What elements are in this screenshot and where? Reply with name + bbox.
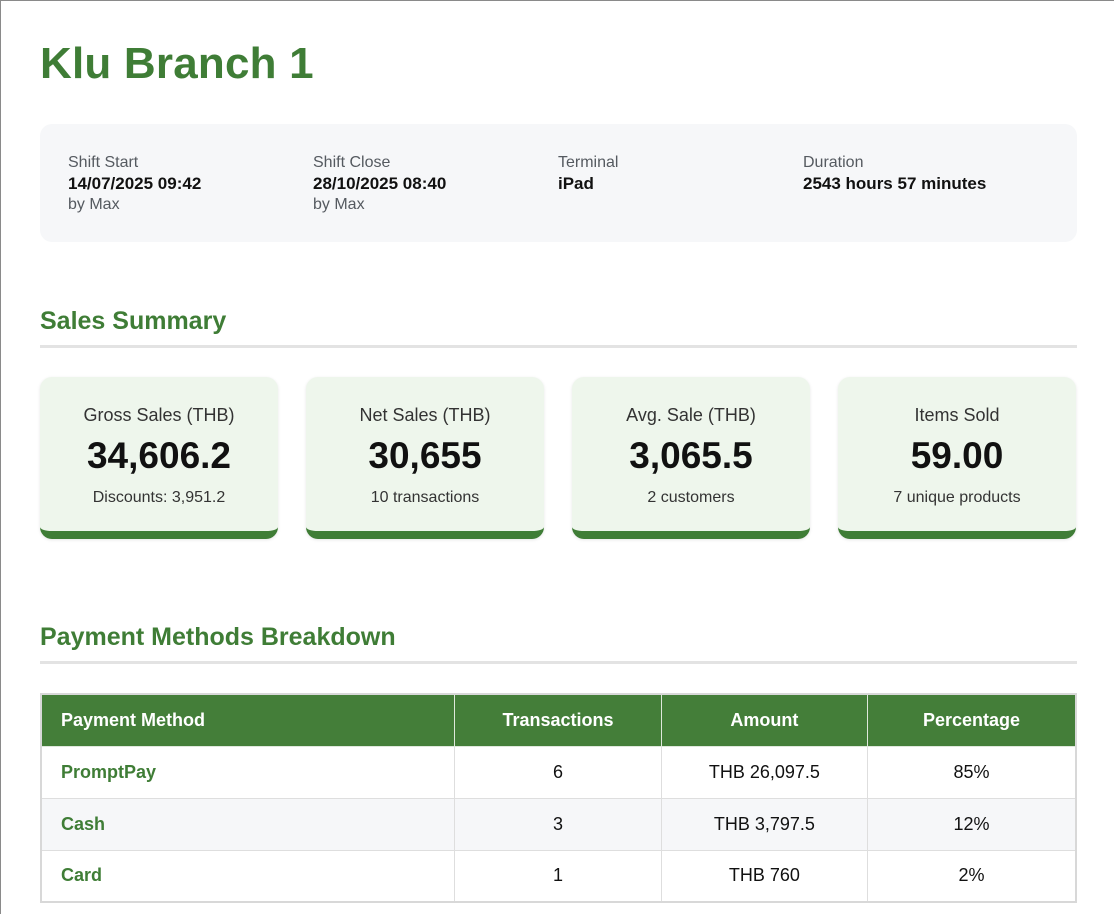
column-header-payment-method: Payment Method bbox=[40, 693, 456, 747]
sales-summary-heading: Sales Summary bbox=[40, 307, 227, 335]
branch-title: Klu Branch 1 bbox=[40, 39, 314, 88]
table-row: PromptPay 6 THB 26,097.5 85% bbox=[40, 745, 1077, 799]
stat-label: Gross Sales (THB) bbox=[83, 405, 235, 425]
stat-card-items-sold: Items Sold 59.00 7 unique products bbox=[838, 377, 1076, 539]
column-header-percentage: Percentage bbox=[867, 693, 1077, 747]
stat-value: 59.00 bbox=[910, 435, 1004, 476]
table-header-row: Payment Method Transactions Amount Perce… bbox=[40, 693, 1077, 747]
stat-label: Net Sales (THB) bbox=[359, 405, 491, 425]
stat-label: Avg. Sale (THB) bbox=[626, 405, 756, 425]
duration-label: Duration bbox=[803, 154, 864, 171]
shift-close-value: 28/10/2025 08:40 bbox=[313, 174, 447, 193]
amount-cell: THB 760 bbox=[660, 849, 869, 903]
table-row: Cash 3 THB 3,797.5 12% bbox=[40, 797, 1077, 851]
transactions-cell: 1 bbox=[454, 849, 662, 903]
percentage-cell: 12% bbox=[867, 797, 1077, 851]
column-header-amount: Amount bbox=[660, 693, 869, 747]
shift-close-by: by Max bbox=[313, 196, 365, 213]
stat-subtext: 2 customers bbox=[647, 489, 735, 506]
stat-value: 34,606.2 bbox=[86, 435, 232, 476]
payment-method-cell: Cash bbox=[40, 797, 456, 851]
transactions-cell: 3 bbox=[454, 797, 662, 851]
amount-cell: THB 26,097.5 bbox=[660, 745, 869, 799]
stat-card-avg-sale: Avg. Sale (THB) 3,065.5 2 customers bbox=[572, 377, 810, 539]
terminal-label: Terminal bbox=[558, 154, 619, 171]
shift-start-by: by Max bbox=[68, 196, 120, 213]
transactions-cell: 6 bbox=[454, 745, 662, 799]
stat-subtext: Discounts: 3,951.2 bbox=[92, 489, 226, 506]
stat-subtext: 10 transactions bbox=[370, 489, 480, 506]
stat-value: 30,655 bbox=[368, 435, 482, 476]
shift-close-label: Shift Close bbox=[313, 154, 391, 171]
shift-start-value: 14/07/2025 09:42 bbox=[68, 174, 202, 193]
payment-method-cell: PromptPay bbox=[40, 745, 456, 799]
stat-subtext: 7 unique products bbox=[893, 489, 1021, 506]
shift-info-panel: Shift Start 14/07/2025 09:42 by Max Shif… bbox=[40, 124, 1077, 242]
amount-cell: THB 3,797.5 bbox=[660, 797, 869, 851]
percentage-cell: 85% bbox=[867, 745, 1077, 799]
stat-card-gross-sales: Gross Sales (THB) 34,606.2 Discounts: 3,… bbox=[40, 377, 278, 539]
stat-card-net-sales: Net Sales (THB) 30,655 10 transactions bbox=[306, 377, 544, 539]
stat-label: Items Sold bbox=[914, 405, 1000, 425]
duration-block: Duration 2543 hours 57 minutes bbox=[803, 153, 1043, 195]
column-header-transactions: Transactions bbox=[454, 693, 662, 747]
payment-method-cell: Card bbox=[40, 849, 456, 903]
shift-start-label: Shift Start bbox=[68, 154, 139, 171]
terminal-block: Terminal iPad bbox=[558, 153, 798, 195]
stat-value: 3,065.5 bbox=[629, 435, 753, 476]
duration-value: 2543 hours 57 minutes bbox=[803, 174, 987, 193]
payment-methods-heading: Payment Methods Breakdown bbox=[40, 623, 396, 651]
percentage-cell: 2% bbox=[867, 849, 1077, 903]
shift-start-block: Shift Start 14/07/2025 09:42 by Max bbox=[68, 153, 308, 215]
payment-methods-table: Payment Method Transactions Amount Perce… bbox=[40, 693, 1077, 903]
table-row: Card 1 THB 760 2% bbox=[40, 849, 1077, 903]
shift-close-block: Shift Close 28/10/2025 08:40 by Max bbox=[313, 153, 553, 215]
section-divider bbox=[40, 345, 1077, 348]
section-divider bbox=[40, 661, 1077, 664]
terminal-value: iPad bbox=[558, 174, 594, 193]
